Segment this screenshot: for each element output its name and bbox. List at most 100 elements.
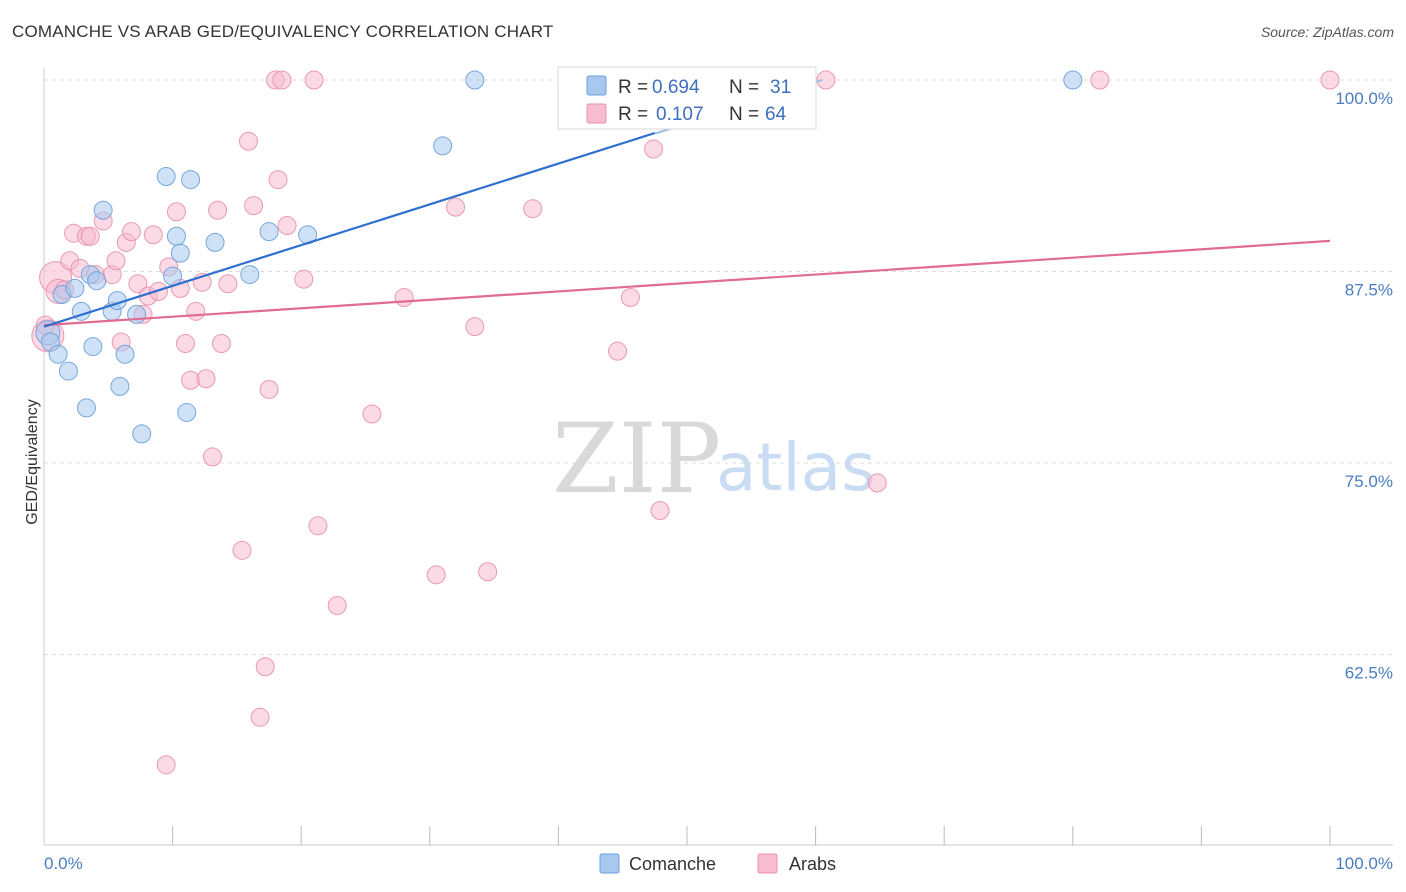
- arabs-point-33: [218, 274, 238, 294]
- arabs-point-27: [186, 301, 206, 321]
- arabs-point-50: [426, 565, 446, 585]
- arabs-point-58: [650, 500, 670, 520]
- arabs-point-42: [272, 70, 292, 90]
- x-tick-label-min: 0.0%: [44, 854, 83, 873]
- comanche-point-5: [65, 278, 85, 298]
- comanche-point-23: [181, 170, 201, 190]
- comanche-point-26: [259, 222, 279, 242]
- arabs-point-34: [232, 540, 252, 560]
- arabs-point-21: [156, 755, 176, 775]
- grid-lines: [44, 79, 1393, 655]
- legend-swatch-comanche: [586, 75, 607, 96]
- arabs-point-39: [259, 379, 279, 399]
- arabs-point-19: [143, 225, 163, 245]
- y-axis-label: GED/Equivalency: [24, 399, 41, 524]
- arabs-point-15: [121, 222, 141, 242]
- y-tick-label-3: 100.0%: [1335, 89, 1393, 108]
- comanche-point-14: [110, 376, 130, 396]
- arabs-point-12: [106, 251, 126, 271]
- arabs-point-49: [394, 288, 414, 308]
- arabs-point-48: [362, 404, 382, 424]
- arabs-point-43: [277, 216, 297, 236]
- arabs-point-16: [128, 274, 148, 294]
- y-tick-label-2: 87.5%: [1345, 281, 1393, 300]
- comanche-point-20: [166, 226, 186, 246]
- arabs-point-62: [1320, 70, 1340, 90]
- bottom-legend-label-arabs: Arabs: [789, 854, 836, 874]
- arabs-point-57: [644, 139, 664, 159]
- comanche-point-17: [132, 424, 152, 444]
- bottom-legend-label-comanche: Comanche: [629, 854, 716, 874]
- arabs-point-35: [238, 131, 258, 151]
- comanche-point-28: [433, 136, 453, 156]
- legend-r-value-comanche: 0.694: [652, 77, 700, 98]
- arabs-trend-line: [43, 239, 1331, 327]
- axes: [43, 68, 1393, 846]
- comanche-point-16: [127, 304, 147, 324]
- arabs-point-55: [608, 341, 628, 361]
- comanche-trend-line: [43, 131, 656, 328]
- arabs-point-51: [446, 197, 466, 217]
- comanche-point-11: [93, 200, 113, 220]
- arabs-point-46: [308, 516, 328, 536]
- legend-r-label-arabs: R =: [618, 104, 653, 125]
- arabs-point-61: [1090, 70, 1110, 90]
- arabs-point-23: [166, 202, 186, 222]
- comanche-points: [35, 70, 1083, 444]
- legend-r-label-comanche: R =: [618, 77, 653, 98]
- arabs-point-25: [175, 334, 195, 354]
- arabs-point-54: [523, 199, 543, 219]
- arabs-point-47: [327, 595, 347, 615]
- comanche-point-30: [1063, 70, 1083, 90]
- arabs-point-52: [465, 317, 485, 337]
- x-tick-label-max: 100.0%: [1335, 854, 1393, 873]
- legend-swatch-arabs: [586, 103, 607, 124]
- y-tick-label-1: 75.0%: [1345, 472, 1393, 491]
- arabs-point-32: [211, 334, 231, 354]
- comanche-point-24: [205, 232, 225, 252]
- comanche-point-22: [177, 402, 197, 422]
- arabs-point-36: [244, 196, 264, 216]
- y-tick-labels: 62.5% 75.0% 87.5% 100.0%: [1335, 89, 1393, 683]
- comanche-point-4: [58, 361, 78, 381]
- arabs-point-53: [478, 562, 498, 582]
- arabs-point-56: [620, 288, 640, 308]
- comanche-point-7: [76, 398, 96, 418]
- watermark-zip: ZIP: [552, 403, 721, 515]
- comanche-point-29: [465, 70, 485, 90]
- legend-r-value-arabs: 0.107: [656, 104, 704, 125]
- legend-n-value-comanche: 31: [770, 77, 791, 98]
- legend: R = 0.694 N = 31 R = 0.107 N = 64: [557, 66, 817, 130]
- arabs-point-29: [196, 369, 216, 389]
- comanche-point-19: [163, 266, 183, 286]
- arabs-point-45: [304, 70, 324, 90]
- comanche-point-18: [156, 167, 176, 187]
- bottom-legend-swatch-arabs: [757, 853, 778, 874]
- arabs-point-41: [268, 170, 288, 190]
- comanche-point-15: [115, 344, 135, 364]
- source-credit: Source: ZipAtlas.com: [1260, 24, 1394, 40]
- legend-n-label-comanche: N =: [729, 77, 764, 98]
- arabs-point-8: [80, 226, 100, 246]
- arabs-point-60: [867, 473, 887, 493]
- bottom-legend-swatch-comanche: [599, 853, 620, 874]
- arabs-point-30: [202, 447, 222, 467]
- arabs-point-38: [255, 657, 275, 677]
- arabs-point-44: [294, 269, 314, 289]
- legend-n-value-arabs: 64: [765, 104, 787, 125]
- y-tick-label-0: 62.5%: [1345, 664, 1393, 683]
- watermark-atlas: atlas: [716, 429, 876, 506]
- legend-n-label-arabs: N =: [729, 104, 764, 125]
- bottom-legend: Comanche Arabs: [599, 853, 836, 874]
- comanche-point-10: [87, 271, 107, 291]
- arabs-point-59: [816, 70, 836, 90]
- comanche-point-21: [170, 243, 190, 263]
- arabs-point-37: [250, 707, 270, 727]
- comanche-point-9: [83, 337, 103, 357]
- comanche-point-25: [240, 265, 260, 285]
- comanche-point-2: [48, 344, 68, 364]
- arabs-point-31: [208, 200, 228, 220]
- watermark: ZIP atlas: [552, 403, 876, 515]
- chart-title: COMANCHE VS ARAB GED/EQUIVALENCY CORRELA…: [12, 22, 554, 41]
